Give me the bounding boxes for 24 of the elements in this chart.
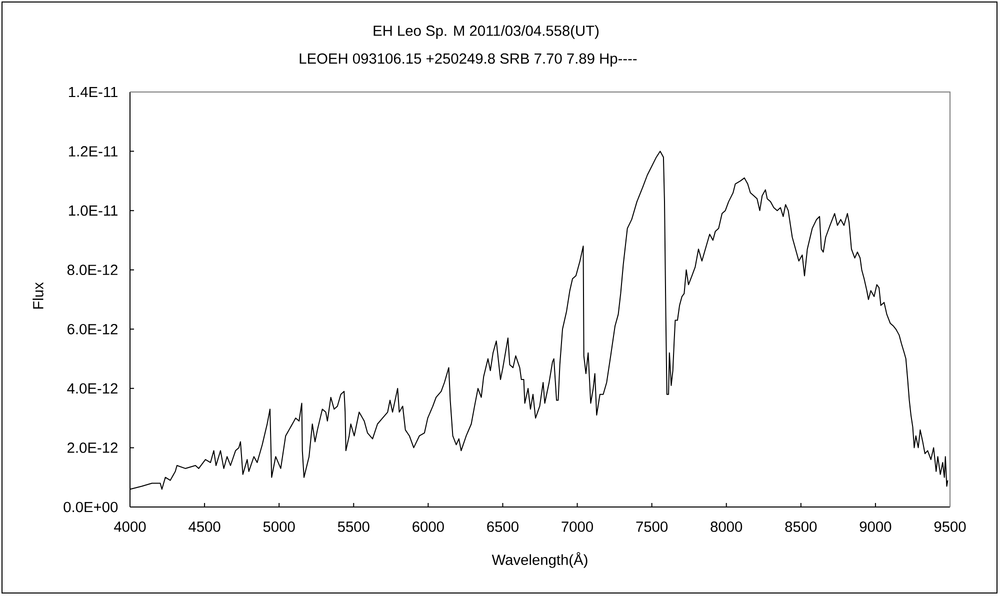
x-tick-label: 5000 — [263, 522, 295, 532]
x-tick-label: 9000 — [860, 522, 892, 532]
y-tick-label: 0.0E+00 — [64, 502, 118, 512]
y-tick-label: 1.2E-11 — [69, 146, 118, 156]
x-tick-label: 7500 — [636, 522, 668, 532]
y-tick-label: 2.0E-12 — [68, 442, 118, 453]
y-tick-label: 8.0E-12 — [67, 264, 118, 276]
x-tick-label: 7000 — [562, 522, 593, 532]
x-tick-label: 8000 — [710, 522, 742, 532]
x-tick-label: 5500 — [338, 522, 370, 532]
x-axis-title: Wavelength(Å) — [492, 552, 588, 568]
y-tick-label: 6.0E-12 — [68, 324, 118, 334]
x-tick-label: 6500 — [487, 522, 518, 532]
x-tick-label: 6000 — [412, 522, 444, 532]
x-tick-label: 9500 — [934, 522, 966, 532]
x-tick-label: 8500 — [785, 522, 817, 532]
y-tick-label: 1.4E-11 — [69, 86, 118, 98]
y-tick-label: 4.0E-12 — [67, 383, 118, 394]
y-tick-label: 1.0E-11 — [69, 205, 118, 216]
chart-subtitle: LEOEH 093106.15 +250249.8 SRB 7.70 7.89 Hp---- — [300, 53, 637, 67]
chart-title: EH Leo Sp. M 2011/03/04.558(UT) — [374, 25, 599, 39]
x-tick-label: 4000 — [114, 522, 146, 532]
y-axis-title: Flux — [32, 282, 44, 309]
x-tick-label: 4500 — [188, 522, 220, 532]
